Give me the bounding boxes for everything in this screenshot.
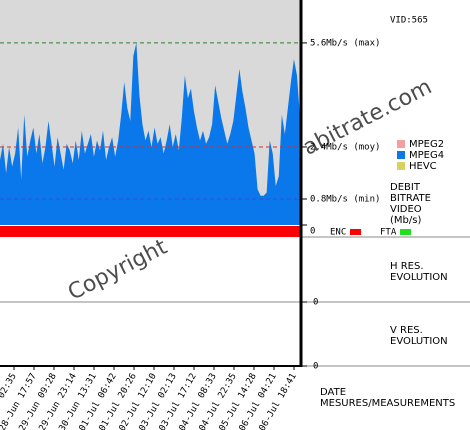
y-tick-label: 0.8Mb/s (min) [310, 194, 380, 204]
legend-swatch [397, 151, 405, 159]
legend-label: MPEG4 [409, 150, 444, 161]
y-tick-label: 0 [313, 362, 318, 372]
y-tick-label: 5.6Mb/s (max) [310, 38, 380, 48]
plot [0, 42, 300, 226]
status-swatch [400, 229, 411, 235]
y-label: BITRATE [390, 193, 431, 204]
panel-label: EVOLUTION [390, 272, 448, 283]
y-label: VIDEO [390, 204, 422, 215]
status-swatch [350, 229, 361, 235]
panel-label: EVOLUTION [390, 336, 448, 347]
panel-label: H RES. [390, 261, 424, 272]
status-label: FTA [380, 228, 397, 238]
legend-swatch [397, 140, 405, 148]
legend-label: HEVC [409, 161, 437, 172]
panel-label: V RES. [390, 325, 423, 336]
area [0, 42, 300, 226]
x-label: MESURES/MEASUREMENTS [320, 398, 455, 409]
vid: VID:565 [390, 16, 428, 26]
legend-label: MPEG2 [409, 139, 444, 150]
y-tick-label: 0 [310, 227, 315, 237]
enc-bar [0, 226, 300, 237]
y-label: DEBIT [390, 182, 421, 193]
legend-swatch [397, 162, 405, 170]
x-label: DATE [320, 387, 346, 398]
y-tick-label: 2.4Mb/s (moy) [310, 142, 380, 152]
watermark-text: Copyright [64, 234, 171, 305]
y-tick-label: 0 [313, 298, 318, 308]
y-label: (Mb/s) [390, 215, 421, 226]
status-label: ENC [330, 228, 346, 238]
